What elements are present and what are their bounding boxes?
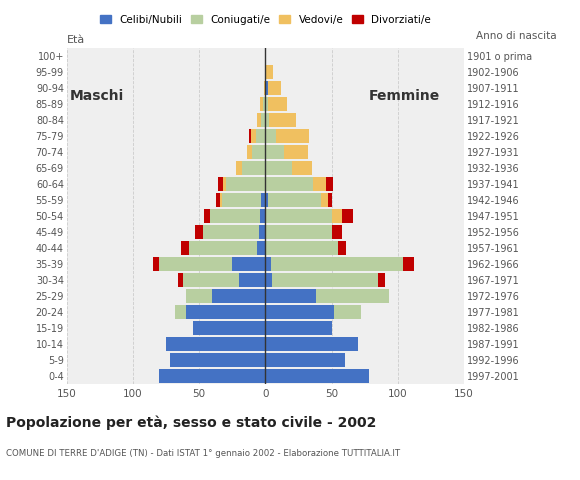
Bar [186, 305, 266, 319]
Bar [332, 226, 342, 239]
Bar [266, 65, 273, 79]
Bar [232, 257, 266, 271]
Bar [212, 289, 266, 302]
Bar [266, 322, 332, 335]
Bar [260, 97, 263, 110]
Text: Femmine: Femmine [369, 89, 440, 103]
Bar [266, 97, 268, 110]
Bar [266, 241, 338, 254]
Bar [338, 241, 346, 254]
Legend: Celibi/Nubili, Coniugati/e, Vedovi/e, Divorziati/e: Celibi/Nubili, Coniugati/e, Vedovi/e, Di… [100, 14, 431, 24]
Bar [268, 82, 281, 95]
Bar [316, 289, 389, 302]
Bar [166, 337, 266, 350]
Bar [188, 241, 258, 254]
Bar [239, 274, 266, 287]
Bar [266, 353, 345, 367]
Bar [262, 193, 266, 206]
Bar [178, 274, 183, 287]
Text: COMUNE DI TERRE D'ADIGE (TN) - Dati ISTAT 1° gennaio 2002 - Elaborazione TUTTITA: COMUNE DI TERRE D'ADIGE (TN) - Dati ISTA… [6, 449, 400, 458]
Bar [266, 274, 272, 287]
Bar [258, 113, 262, 127]
Bar [220, 193, 222, 206]
Bar [284, 145, 308, 158]
Bar [272, 274, 378, 287]
Bar [175, 305, 186, 319]
Bar [160, 257, 232, 271]
Bar [266, 193, 268, 206]
Bar [268, 193, 321, 206]
Bar [271, 257, 403, 271]
Bar [268, 97, 287, 110]
Bar [327, 178, 333, 191]
Text: Maschi: Maschi [70, 89, 124, 103]
Bar [195, 226, 203, 239]
Bar [210, 209, 260, 223]
Bar [256, 130, 266, 143]
Bar [403, 257, 414, 271]
Bar [259, 226, 266, 239]
Bar [266, 161, 292, 175]
Bar [266, 209, 332, 223]
Bar [334, 305, 361, 319]
Bar [241, 161, 266, 175]
Text: Età: Età [67, 35, 85, 45]
Bar [264, 82, 266, 95]
Bar [258, 241, 266, 254]
Bar [262, 113, 266, 127]
Bar [266, 82, 268, 95]
Bar [269, 113, 296, 127]
Bar [160, 370, 266, 383]
Bar [252, 145, 266, 158]
Bar [266, 130, 276, 143]
Bar [247, 145, 252, 158]
Bar [186, 289, 212, 302]
Bar [193, 322, 266, 335]
Bar [222, 193, 262, 206]
Bar [218, 178, 223, 191]
Bar [236, 161, 241, 175]
Bar [263, 97, 266, 110]
Bar [332, 209, 342, 223]
Bar [203, 226, 259, 239]
Bar [216, 193, 220, 206]
Bar [313, 178, 327, 191]
Bar [266, 226, 332, 239]
Bar [153, 257, 160, 271]
Bar [342, 209, 353, 223]
Text: Popolazione per età, sesso e stato civile - 2002: Popolazione per età, sesso e stato civil… [6, 415, 376, 430]
Bar [204, 209, 210, 223]
Bar [266, 370, 369, 383]
Bar [321, 193, 328, 206]
Bar [249, 130, 251, 143]
Bar [226, 178, 266, 191]
Bar [180, 241, 188, 254]
Bar [251, 130, 256, 143]
Text: Anno di nascita: Anno di nascita [476, 31, 557, 41]
Bar [378, 274, 385, 287]
Bar [223, 178, 226, 191]
Bar [183, 274, 239, 287]
Bar [266, 113, 269, 127]
Bar [266, 289, 316, 302]
Bar [276, 130, 309, 143]
Bar [328, 193, 332, 206]
Bar [292, 161, 311, 175]
Bar [170, 353, 266, 367]
Bar [266, 305, 334, 319]
Bar [266, 257, 271, 271]
Bar [260, 209, 266, 223]
Bar [266, 178, 313, 191]
Bar [266, 337, 358, 350]
Bar [266, 145, 284, 158]
